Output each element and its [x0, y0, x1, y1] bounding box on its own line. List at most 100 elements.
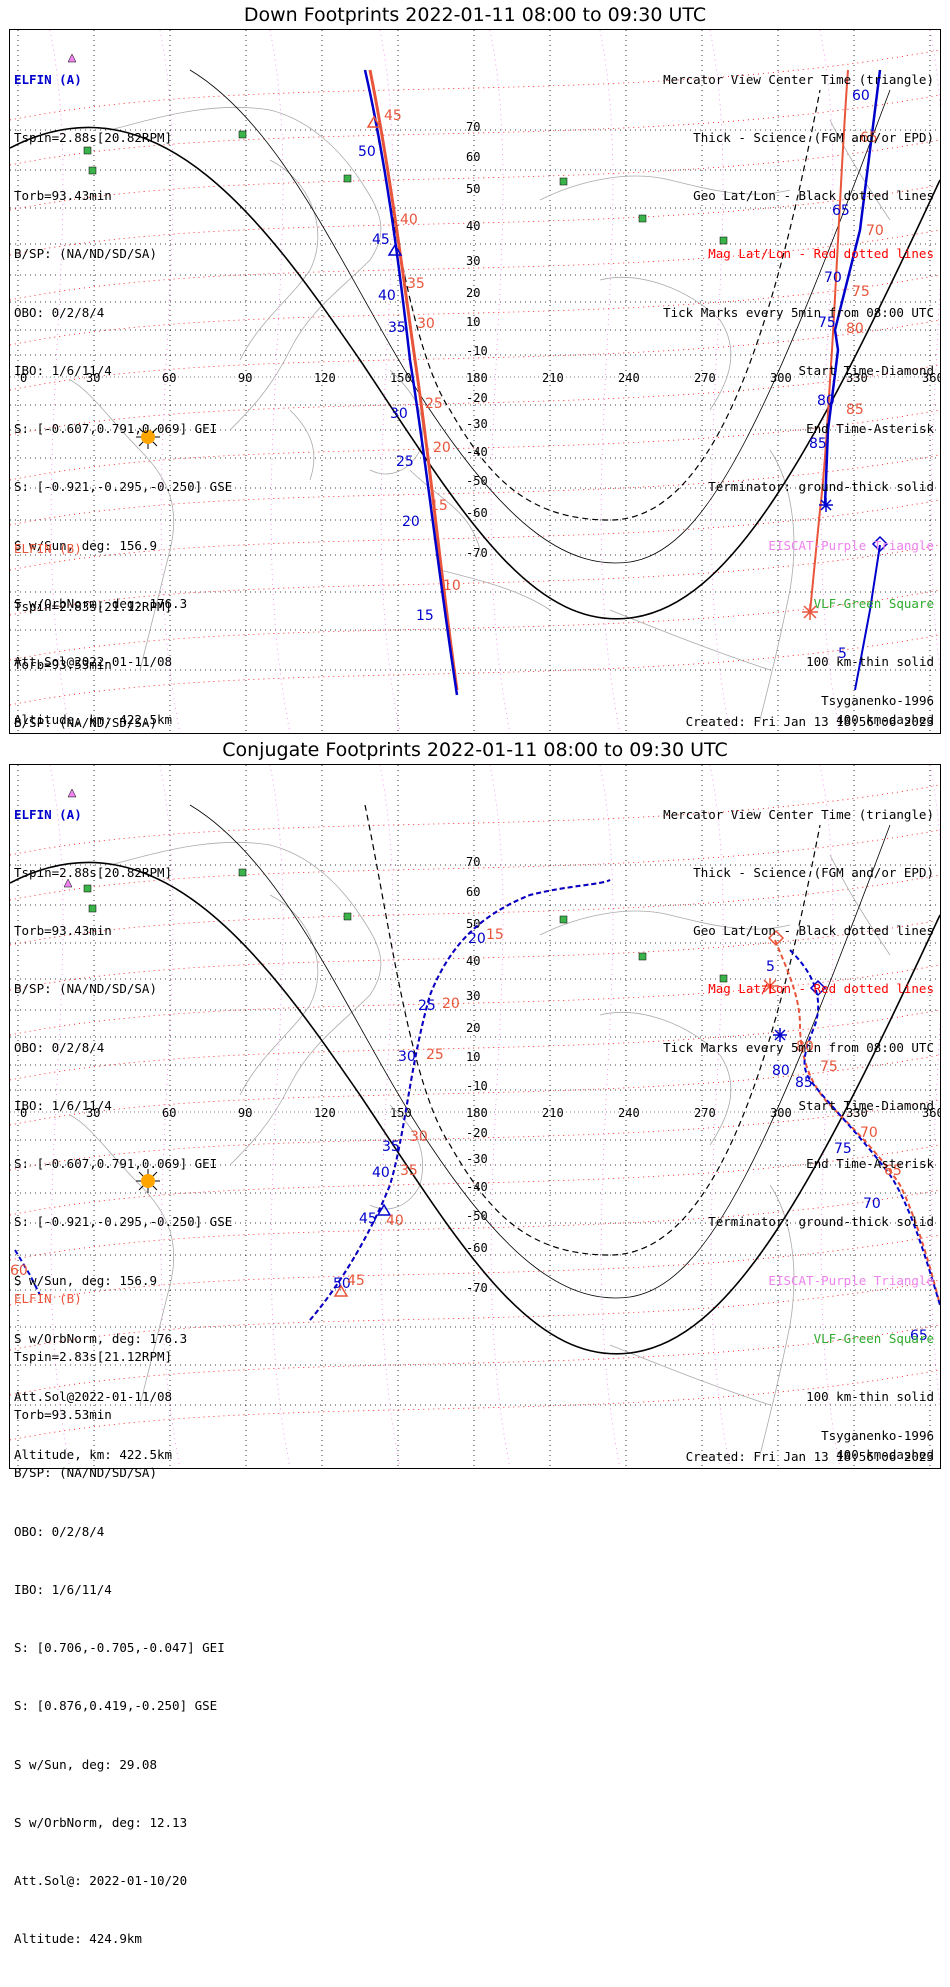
created-label: Created: Fri Jan 13 18:56:06 2023 [685, 714, 934, 729]
lon-tick-label: 120 [314, 371, 336, 385]
legend-vlf: VLF-Green Square [813, 1330, 934, 1346]
legend-end: End Time-Asterisk [806, 421, 934, 437]
elfin-a-conj-end-asterisk [773, 1028, 787, 1042]
elfin-a-down-start-diamond [871, 535, 889, 553]
lon-tick-label: 210 [542, 371, 564, 385]
elfin-b-bsp: B/SP: (NA/ND/SD/SA) [14, 1465, 157, 1481]
track-tick-label: 75 [834, 1141, 852, 1157]
elfin-b-conj-start-diamond [767, 929, 785, 947]
track-tick-label: 50 [358, 144, 376, 160]
track-tick-label: 30 [417, 316, 435, 332]
track-tick-label: 30 [398, 1049, 416, 1065]
elfin-b-tspin: Tspin=2.83s[21.12RPM] [14, 599, 173, 615]
elfin-b-down-track-2 [809, 69, 849, 613]
elfin-a-obo: OBO: 0/2/8/4 [14, 304, 105, 320]
elfin-a-altitude: Altitude, km: 422.5km [14, 1447, 173, 1463]
track-tick-label: 70 [860, 1125, 878, 1141]
lat-tick-label: 10 [466, 315, 480, 329]
lat-tick-label: -10 [466, 1079, 488, 1093]
elfin-a-sun: S w/Sun, deg: 156.9 [14, 1272, 157, 1288]
track-tick-label: 80 [796, 1039, 814, 1055]
lon-tick-label: 120 [314, 1106, 336, 1120]
conjugate-footprints-title: Conjugate Footprints 2022-01-11 08:00 to… [222, 739, 728, 761]
track-tick-label: 65 [884, 1163, 902, 1179]
track-tick-label: 15 [430, 498, 448, 514]
lat-tick-label: 60 [466, 885, 480, 899]
track-tick-label: 40 [400, 212, 418, 228]
track-tick-label: 75 [852, 284, 870, 300]
elfin-a-conj-track [309, 879, 611, 1321]
track-tick-label: 5 [838, 646, 847, 662]
mag-meridian [489, 30, 511, 733]
track-tick-label: 85 [846, 402, 864, 418]
lat-tick-label: -60 [466, 506, 488, 520]
down-footprints-title: Down Footprints 2022-01-11 08:00 to 09:3… [243, 4, 707, 26]
lat-tick-label: 40 [466, 219, 480, 233]
legend-400km: 400 km-dashed [836, 712, 934, 728]
track-tick-label: 50 [333, 1276, 351, 1292]
elfin-b-conj-track-2 [774, 939, 940, 1306]
lon-tick-label: 330 [846, 1106, 868, 1120]
track-tick-label: 80 [772, 1063, 790, 1079]
legend-100km: 100 km-thin solid [806, 1389, 934, 1404]
elfin-a-conj-track-2 [789, 949, 940, 1306]
elfin-b-center-triangle [366, 115, 382, 128]
elfin-a-name: ELFIN (A) [14, 71, 82, 87]
elfin-a-down-track-2 [823, 69, 882, 506]
elfin-a-tspin: Tspin=2.88s[20.82RPM] [14, 130, 173, 146]
legend-end: End Time-Asterisk [806, 1156, 934, 1172]
lon-tick-label: 360 [922, 371, 940, 385]
legend-100km: 100 km-thin solid [806, 654, 934, 669]
lon-tick-label: 30 [86, 1106, 100, 1120]
track-tick-label: 80 [817, 393, 835, 409]
elfin-b-down-end-asterisk [802, 604, 818, 620]
elfin-a-attsol: Att.Sol@2022-01-11/08 [14, 654, 173, 669]
elfin-a-conj-start-diamond [809, 979, 827, 997]
lat-tick-label: 20 [466, 286, 480, 300]
lat-tick-label: 50 [466, 917, 480, 931]
sun-icon [136, 425, 160, 449]
elfin-a-bsp: B/SP: (NA/ND/SD/SA) [14, 246, 157, 262]
conjugate-footprints-panel: 0306090120150180210240270300330360706050… [9, 764, 941, 1946]
lat-tick-label: -30 [466, 1152, 488, 1166]
down-footprints-map: 0 30 60 90 120 150 180 210 240 270 300 330 360 70 60 50… [10, 30, 940, 733]
track-tick-label: 35 [388, 320, 406, 336]
vlf-squares [83, 868, 728, 983]
legend-vlf: VLF-Green Square [813, 595, 934, 611]
terminator-100km [189, 69, 891, 564]
created-label: Created: Fri Jan 13 18:56:06 2023 [685, 1449, 934, 1464]
elfin-a-down-end-asterisk [819, 498, 833, 512]
lat-tick-label: 30 [466, 254, 480, 268]
elfin-a-conj-track-3 [14, 1249, 41, 1296]
mag-meridian [599, 30, 621, 733]
eiscat-triangle [67, 53, 77, 63]
mag-meridian [269, 30, 291, 733]
legend-terminator: Terminator: ground-thick solid [708, 1214, 934, 1230]
elfin-a-s-gei: S: [-0.607,0.791,0.069] GEI [14, 421, 218, 437]
lat-tick-label: 70 [466, 855, 480, 869]
lat-tick-label: 60 [466, 150, 480, 164]
track-tick-label: 35 [382, 1139, 400, 1155]
legend-thick: Thick - Science (FGM and/or EPD) [693, 130, 934, 146]
lon-tick-label: 0 [20, 371, 27, 385]
lat-tick-label: 50 [466, 182, 480, 196]
lon-tick-label: 0 [20, 1106, 27, 1120]
lat-tick-label: -20 [466, 1126, 488, 1140]
lat-tick-label: 40 [466, 954, 480, 968]
lat-tick-label: -20 [466, 391, 488, 405]
legend: Mercator View Center Time (triangle) Thi… [663, 31, 934, 768]
lat-tick-label: -30 [466, 417, 488, 431]
elfin-b-info: ELFIN (B) Tspin=2.83s[21.12RPM] Torb=93.… [14, 1250, 225, 1987]
lon-tick-label: 360 [922, 1106, 940, 1120]
track-tick-label: 65 [910, 1328, 928, 1344]
elfin-b-obo: OBO: 0/2/8/4 [14, 1523, 105, 1539]
elfin-a-s-gse: S: [-0.921,-0.295,-0.250] GSE [14, 479, 233, 495]
elfin-a-orbnorm: S w/OrbNorm, deg: 176.3 [14, 595, 188, 611]
track-tick-label: 60 [10, 1263, 28, 1279]
terminator-ground [10, 861, 940, 1355]
track-tick-label: 45 [347, 1273, 365, 1289]
legend-eiscat: EISCAT-Purple Triangle [768, 1272, 934, 1288]
legend-start: Start Time-Diamond [798, 362, 934, 378]
coastlines [69, 841, 891, 1456]
legend-ticks: Tick Marks every 5min from 08:00 UTC [663, 304, 934, 320]
